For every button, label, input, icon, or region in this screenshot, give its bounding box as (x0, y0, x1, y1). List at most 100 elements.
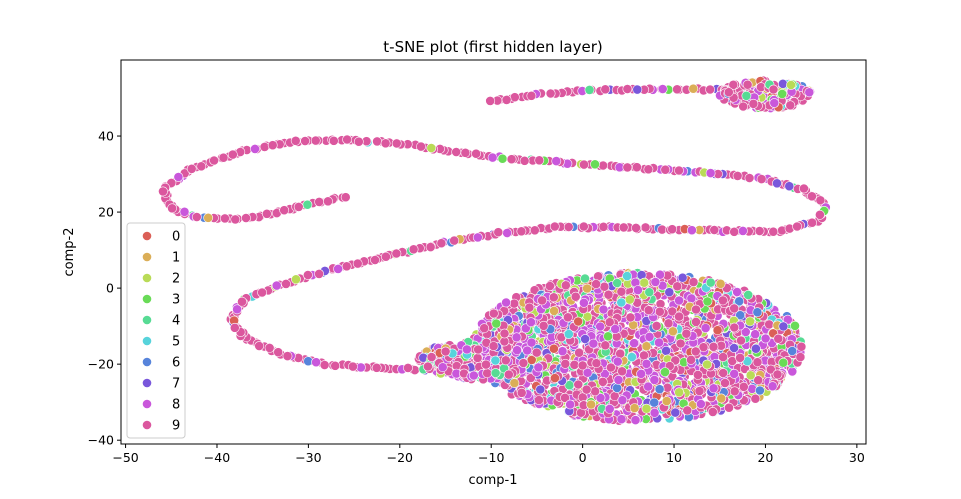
scatter-point (632, 162, 642, 173)
scatter-point (705, 277, 716, 288)
scatter-point (760, 333, 771, 344)
scatter-point (261, 208, 272, 219)
scatter-point (742, 79, 753, 90)
scatter-point (232, 304, 242, 315)
scatter-point (799, 183, 809, 194)
scatter-point (705, 84, 715, 95)
scatter-point (643, 305, 654, 316)
scatter-point (461, 344, 472, 355)
scatter-point (738, 381, 749, 392)
scatter-point (219, 213, 230, 224)
scatter-point (371, 362, 382, 373)
scatter-point (705, 168, 716, 178)
scatter-point (436, 238, 447, 249)
scatter-point (745, 316, 755, 327)
scatter-point (741, 90, 752, 101)
scatter-point (595, 392, 606, 403)
scatter-point (778, 78, 788, 89)
y-tick-label: 40 (98, 129, 114, 144)
legend-marker (142, 294, 152, 304)
scatter-point (560, 358, 571, 369)
legend-label: 8 (172, 398, 180, 413)
scatter-point (675, 338, 686, 349)
scatter-point (724, 402, 734, 413)
scatter-point (581, 384, 592, 395)
scatter-point (600, 84, 611, 95)
scatter-point (639, 277, 650, 288)
scatter-point (511, 332, 522, 343)
scatter-point (682, 405, 693, 416)
scatter-point (491, 318, 502, 329)
scatter-point (229, 322, 240, 333)
scatter-point (663, 318, 674, 329)
scatter-point (534, 155, 545, 166)
scatter-point (702, 359, 712, 370)
y-tick-label: 0 (106, 281, 114, 296)
scatter-point (227, 149, 238, 160)
scatter-point (319, 360, 330, 370)
scatter-point (734, 296, 745, 307)
scatter-point (804, 87, 815, 98)
legend-marker (142, 252, 152, 262)
scatter-point (473, 344, 483, 355)
scatter-point (503, 369, 514, 380)
scatter-point (353, 136, 364, 147)
scatter-point (579, 297, 589, 308)
legend-marker (142, 420, 152, 430)
scatter-point (674, 165, 684, 176)
legend-marker (142, 378, 152, 388)
scatter-point (485, 96, 496, 106)
scatter-point (700, 323, 711, 333)
scatter-point (670, 407, 681, 418)
scatter-point (641, 341, 652, 352)
scatter-point (604, 403, 615, 414)
x-tick-label: 10 (666, 450, 682, 465)
y-tick-label: −20 (88, 357, 114, 372)
scatter-point (674, 295, 684, 306)
scatter-point (372, 136, 382, 147)
scatter-point (391, 138, 402, 149)
y-tick-label: −40 (88, 433, 114, 448)
scatter-point (654, 384, 665, 395)
scatter-point (778, 321, 789, 332)
scatter-point (563, 312, 573, 323)
scatter-point (604, 317, 615, 328)
scatter-point (740, 326, 751, 337)
scatter-point (191, 212, 202, 222)
scatter-point (512, 345, 522, 356)
legend-marker (142, 315, 152, 325)
scatter-point (506, 154, 517, 165)
scatter-point (380, 138, 391, 149)
scatter-point (787, 366, 798, 377)
scatter-point (698, 342, 709, 353)
scatter-point (815, 195, 826, 206)
scatter-point (641, 358, 652, 369)
scatter-point (649, 407, 660, 418)
scatter-point (578, 221, 589, 232)
scatter-point (460, 147, 471, 158)
scatter-point (603, 289, 614, 300)
scatter-point (570, 291, 581, 302)
scatter-point (422, 361, 433, 372)
scatter-point (688, 83, 699, 94)
scatter-point (707, 406, 718, 417)
scatter-point (501, 297, 511, 308)
x-tick-label: −10 (478, 450, 504, 465)
scatter-point (516, 387, 527, 398)
legend-label: 4 (172, 314, 180, 329)
scatter-point (718, 295, 728, 306)
plot-frame (120, 59, 867, 445)
scatter-point (449, 235, 460, 246)
y-axis-ticks: −40 −20 0 20 40 (88, 129, 121, 448)
scatter-point (580, 334, 590, 344)
scatter-point (230, 214, 241, 225)
scatter-point (257, 287, 267, 298)
scatter-point (203, 212, 214, 223)
scatter-point (745, 370, 756, 381)
scatter-point (660, 164, 671, 175)
scatter-point (769, 98, 780, 108)
scatter-point (538, 320, 549, 331)
scatter-point (451, 147, 462, 157)
scatter-point (773, 333, 784, 344)
scatter-point (488, 341, 499, 351)
